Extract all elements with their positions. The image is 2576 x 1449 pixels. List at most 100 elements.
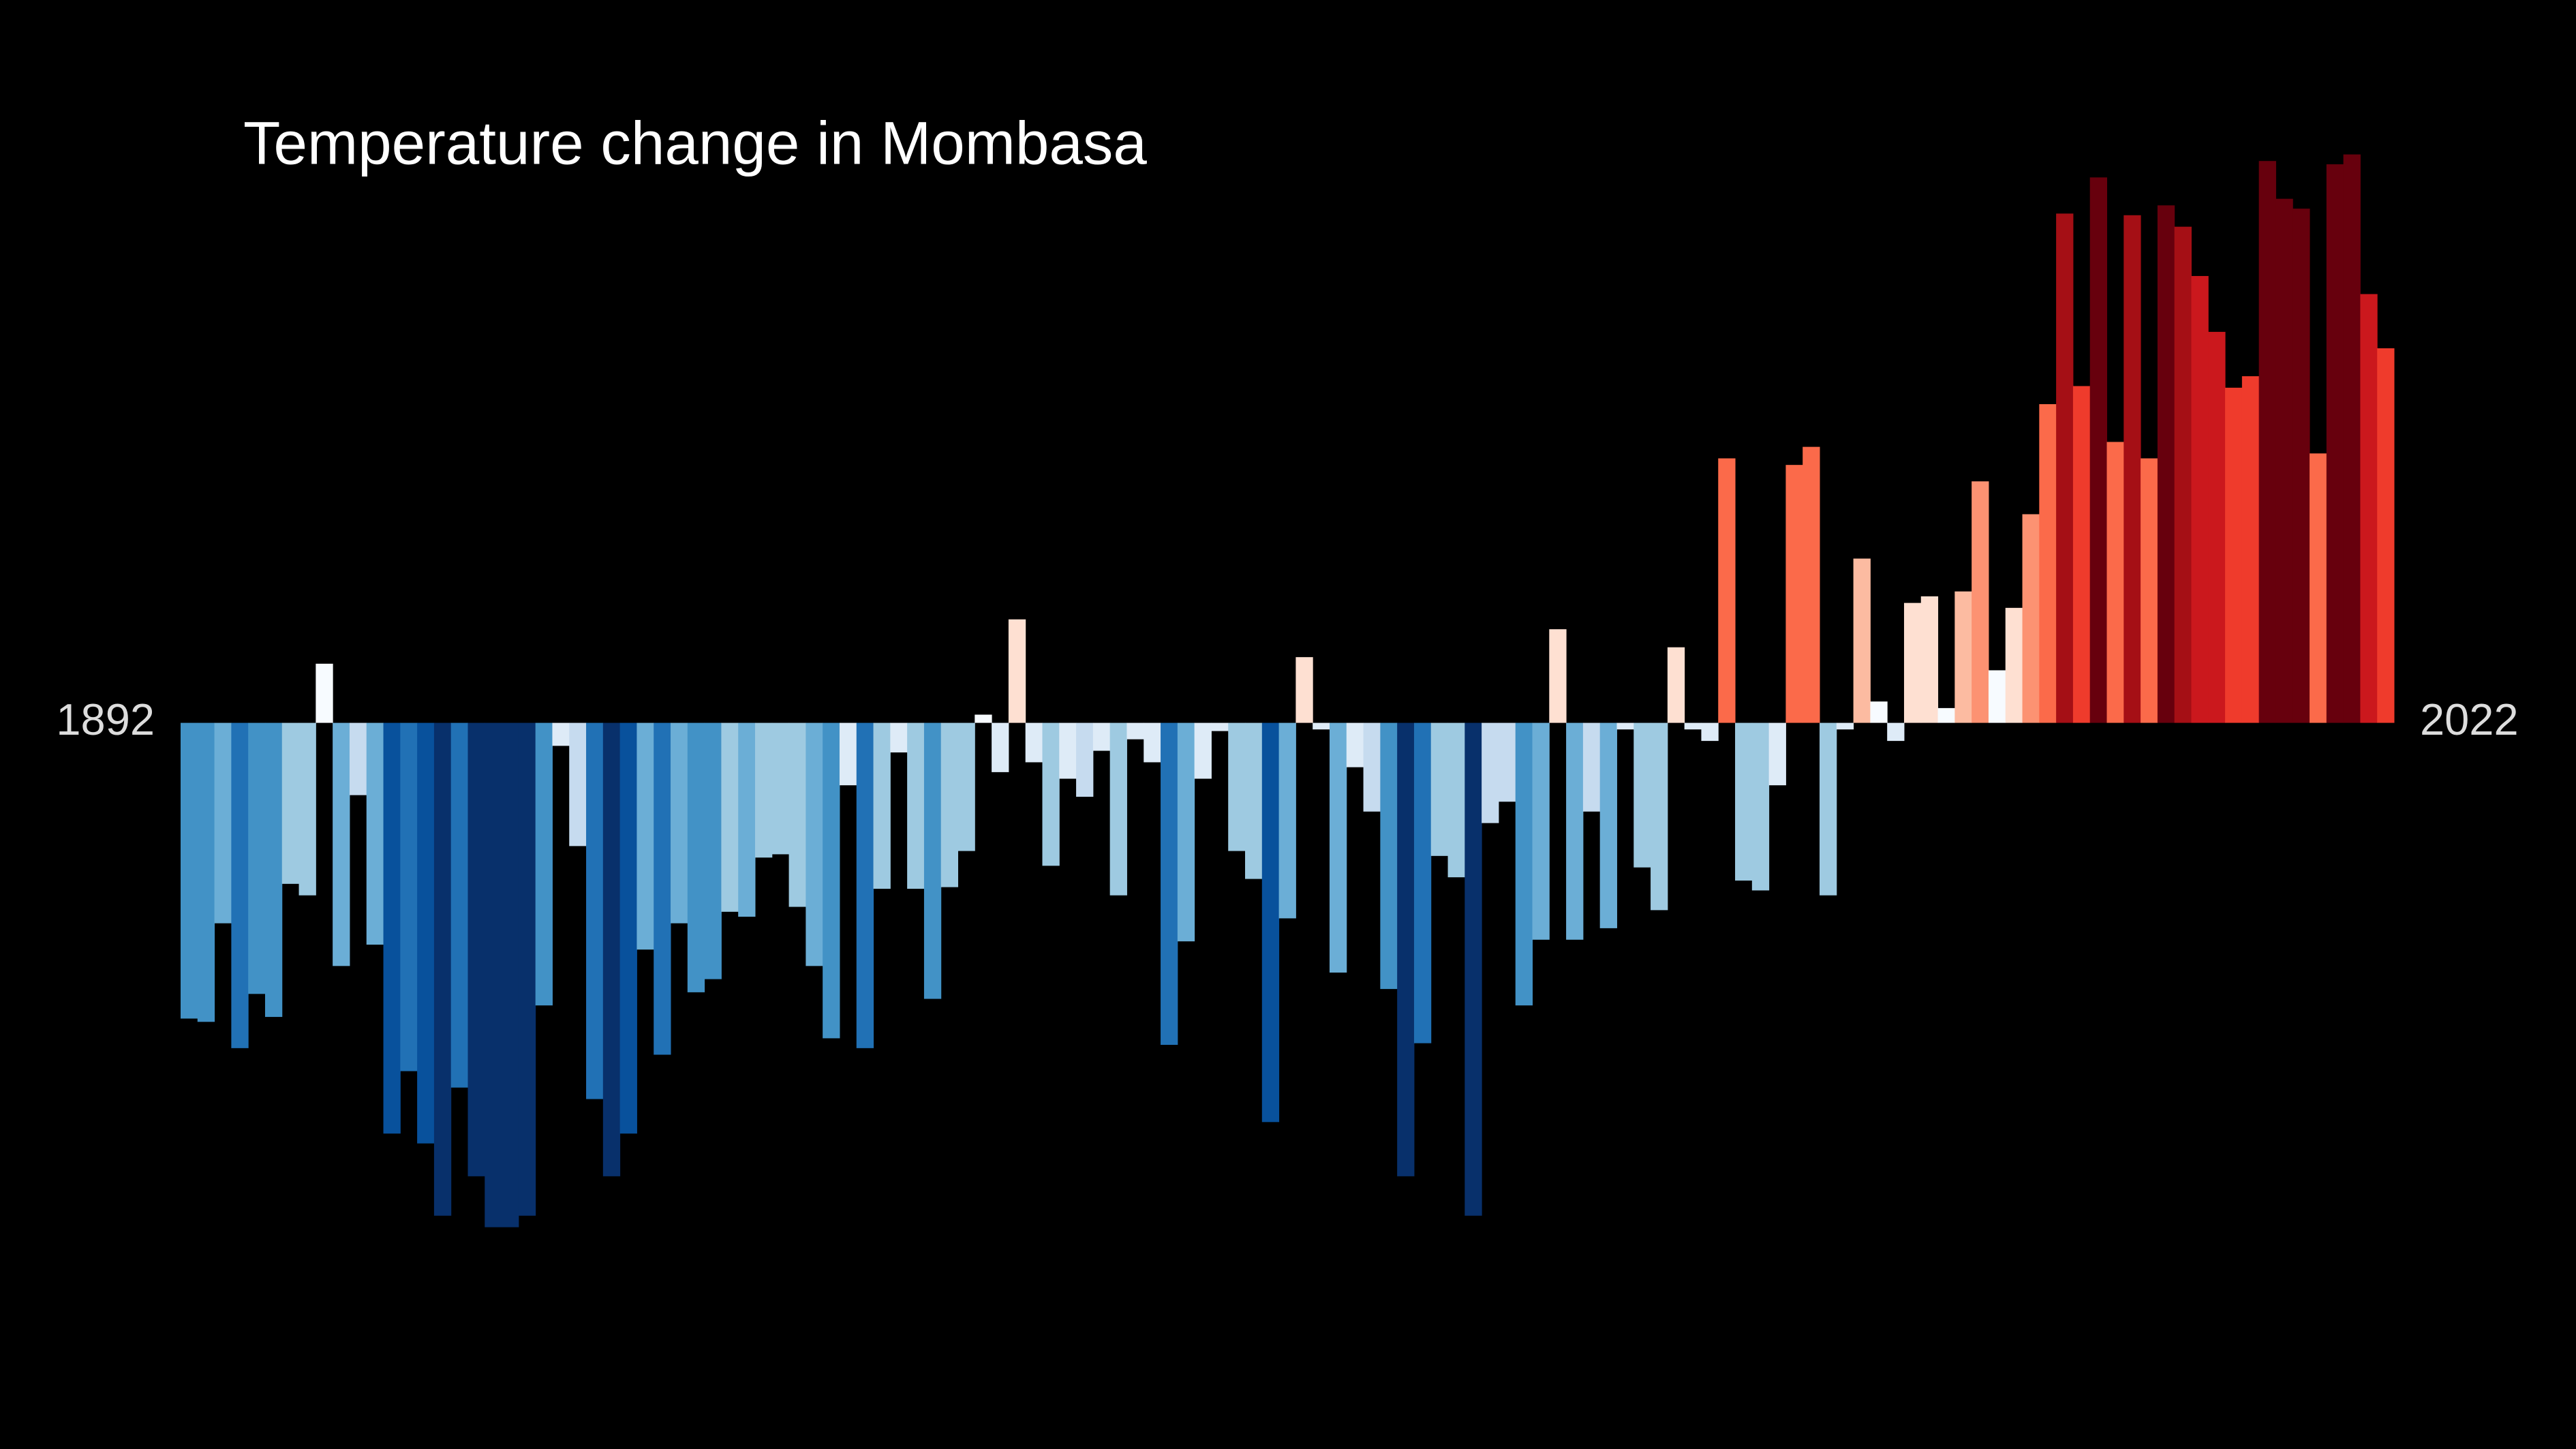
bar — [1735, 722, 1753, 881]
bar — [1937, 707, 1955, 723]
bar — [2225, 387, 2243, 723]
bar — [1008, 619, 1026, 723]
bar — [1397, 722, 1415, 1176]
bar — [214, 722, 232, 924]
bar — [823, 722, 840, 1039]
bar — [1751, 722, 1770, 891]
bar — [1126, 722, 1144, 739]
bar — [940, 722, 959, 887]
bar — [569, 722, 587, 846]
bar — [1363, 722, 1381, 812]
bar — [2005, 607, 2023, 723]
bar — [1194, 722, 1212, 779]
bar — [2022, 514, 2040, 723]
bar — [2258, 161, 2276, 723]
bar — [1667, 647, 1685, 723]
bar — [856, 722, 874, 1048]
bar — [687, 722, 705, 992]
bar — [1988, 670, 2006, 723]
bar — [2174, 226, 2192, 723]
bar — [839, 722, 857, 786]
bar — [1718, 458, 1736, 723]
bar — [890, 722, 908, 752]
bar — [721, 722, 739, 912]
year-label: 2022 — [2420, 695, 2519, 744]
bar — [333, 722, 350, 966]
bar — [923, 722, 942, 999]
bar — [754, 722, 773, 858]
bar — [1092, 722, 1111, 751]
bar — [1785, 465, 1803, 723]
bar — [1144, 722, 1161, 763]
bar — [1582, 722, 1601, 812]
bar — [2275, 198, 2293, 723]
bar — [281, 722, 300, 884]
bar — [1684, 722, 1702, 730]
bar — [316, 663, 333, 723]
bar — [1413, 722, 1432, 1043]
bar — [2106, 442, 2124, 723]
bar — [1329, 722, 1347, 973]
bar — [2208, 331, 2226, 723]
bar — [2089, 177, 2108, 723]
bar — [1634, 722, 1651, 868]
bar — [2072, 386, 2091, 723]
bar — [2310, 453, 2327, 723]
bar — [2241, 376, 2260, 723]
bar — [1701, 722, 1719, 742]
bar — [1109, 722, 1127, 896]
bar — [704, 722, 722, 979]
bar — [366, 722, 384, 945]
bar — [1228, 722, 1246, 851]
bar — [957, 722, 975, 851]
bar — [671, 722, 688, 924]
bar — [1887, 722, 1905, 742]
bar — [1261, 722, 1280, 1123]
bar — [231, 722, 249, 1048]
bar — [2360, 294, 2378, 723]
bar — [619, 722, 637, 1134]
bar — [1549, 629, 1567, 723]
bar — [1447, 722, 1465, 878]
bar — [637, 722, 654, 950]
bar — [1836, 722, 1854, 730]
bar — [1853, 558, 1871, 723]
bar — [1515, 722, 1533, 1006]
bar — [1651, 722, 1668, 911]
bar — [1380, 722, 1398, 990]
bar — [873, 722, 891, 889]
bar — [485, 722, 502, 1227]
bar — [502, 722, 519, 1227]
bar — [771, 722, 790, 855]
bar — [2056, 213, 2074, 723]
bar — [1870, 701, 1888, 723]
bar — [2141, 458, 2158, 723]
bar — [1803, 446, 1820, 723]
bar — [992, 722, 1009, 772]
bar — [349, 722, 367, 795]
bar — [1566, 722, 1584, 940]
bar — [1177, 722, 1195, 942]
bar — [2191, 275, 2209, 723]
bar — [2157, 205, 2175, 723]
bar — [467, 722, 485, 1176]
bar — [535, 722, 553, 1006]
bar — [2293, 209, 2310, 723]
bar — [298, 722, 316, 896]
bar — [602, 722, 621, 1176]
bar — [1161, 722, 1178, 1046]
bar — [1430, 722, 1449, 856]
bar — [1025, 722, 1043, 763]
bar — [400, 722, 418, 1071]
bar — [806, 722, 823, 966]
bar — [1042, 722, 1060, 866]
bar — [1599, 722, 1617, 928]
bar — [1211, 722, 1229, 731]
bar — [1972, 481, 1989, 723]
bar — [654, 722, 671, 1055]
bar — [1465, 722, 1482, 1216]
bar — [1482, 722, 1499, 823]
bar — [552, 722, 570, 746]
bar — [433, 722, 452, 1216]
